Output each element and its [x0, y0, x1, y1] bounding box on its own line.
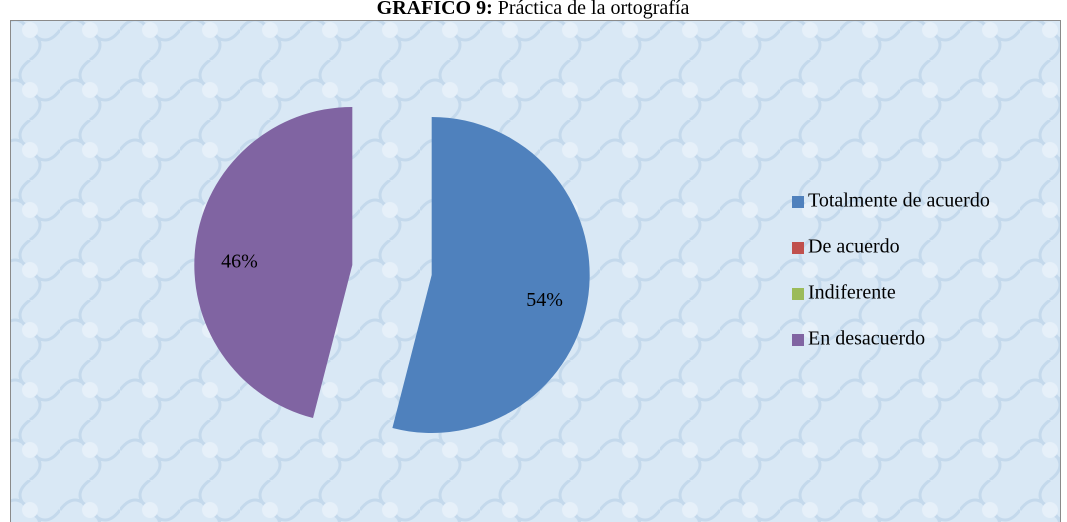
legend-label: De acuerdo	[808, 236, 900, 258]
title-label: GRÁFICO 9:	[377, 0, 493, 19]
legend-swatch	[792, 288, 804, 300]
data-label: 46%	[221, 250, 258, 272]
legend-swatch	[792, 334, 804, 346]
title-text: Práctica de la ortografía	[498, 0, 690, 19]
legend-label: En desacuerdo	[808, 328, 925, 350]
legend-label: Totalmente de acuerdo	[808, 190, 990, 212]
legend-swatch	[792, 196, 804, 208]
pie-slice	[392, 117, 590, 434]
chart-title: GRÁFICO 9: Práctica de la ortografía	[377, 0, 690, 19]
data-label: 54%	[526, 289, 563, 311]
legend-swatch	[792, 242, 804, 254]
pie-slice	[194, 106, 353, 419]
legend-label: Indiferente	[808, 282, 896, 304]
